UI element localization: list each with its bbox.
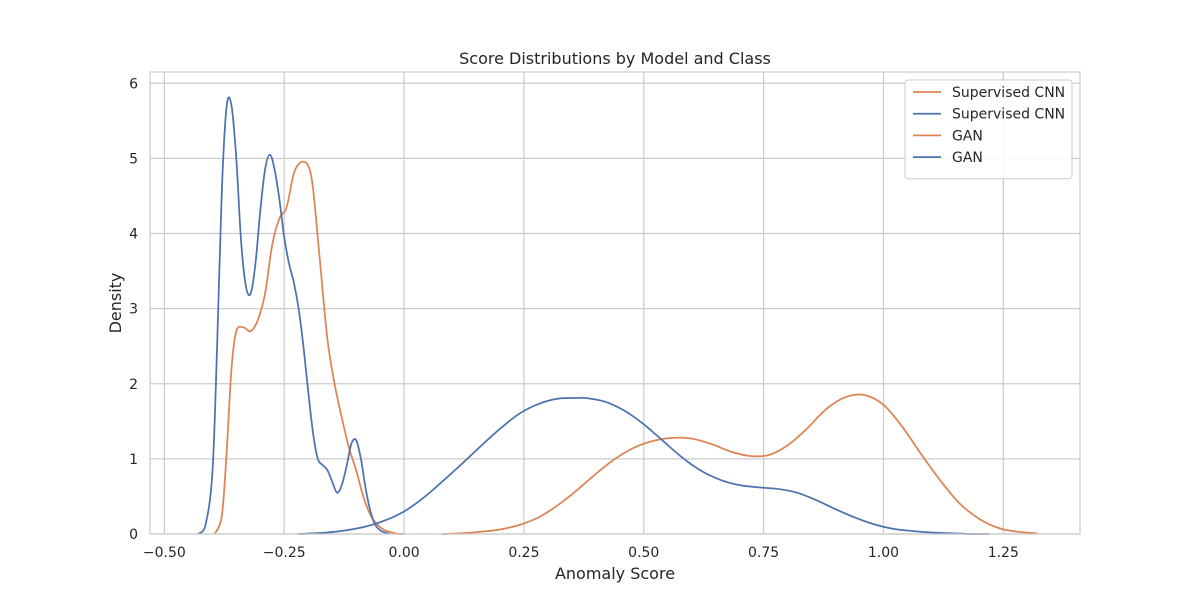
x-tick-label: 0.00 xyxy=(388,545,419,561)
series-lines xyxy=(197,96,1037,535)
x-tick-label: 0.75 xyxy=(748,545,779,561)
series-gan-orange xyxy=(442,393,1037,535)
y-tick-label: 2 xyxy=(129,377,138,393)
y-tick-label: 0 xyxy=(129,527,138,543)
legend-label: Supervised CNN xyxy=(952,85,1065,101)
y-axis-label: Density xyxy=(106,273,125,334)
legend-box xyxy=(904,79,1073,180)
y-tick-label: 4 xyxy=(129,227,138,243)
y-tick-label: 1 xyxy=(129,452,138,468)
series-gan-blue xyxy=(298,396,989,535)
y-tick-label: 5 xyxy=(129,151,138,167)
x-tick-label: −0.50 xyxy=(143,545,186,561)
x-tick-label: −0.25 xyxy=(263,545,306,561)
chart-title: Score Distributions by Model and Class xyxy=(459,49,771,68)
legend: Supervised CNN Supervised CNN GAN GAN xyxy=(904,79,1073,180)
x-tick-label: 0.25 xyxy=(508,545,539,561)
y-tick-labels: 0 1 2 3 4 5 6 xyxy=(129,76,138,543)
plot-frame xyxy=(149,71,1081,535)
legend-label: GAN xyxy=(952,150,983,166)
x-axis-label: Anomaly Score xyxy=(555,564,675,583)
x-tick-label: 1.00 xyxy=(868,545,899,561)
x-tick-labels: −0.50 −0.25 0.00 0.25 0.50 0.75 1.00 1.25 xyxy=(143,545,1019,561)
y-tick-label: 3 xyxy=(129,302,138,318)
x-tick-label: 0.50 xyxy=(628,545,659,561)
series-supervised-cnn-orange xyxy=(213,160,405,535)
legend-label: GAN xyxy=(952,128,983,144)
series-supervised-cnn-blue xyxy=(197,96,390,535)
x-tick-label: 1.25 xyxy=(988,545,1019,561)
legend-label: Supervised CNN xyxy=(952,107,1065,123)
y-tick-label: 6 xyxy=(129,76,138,92)
